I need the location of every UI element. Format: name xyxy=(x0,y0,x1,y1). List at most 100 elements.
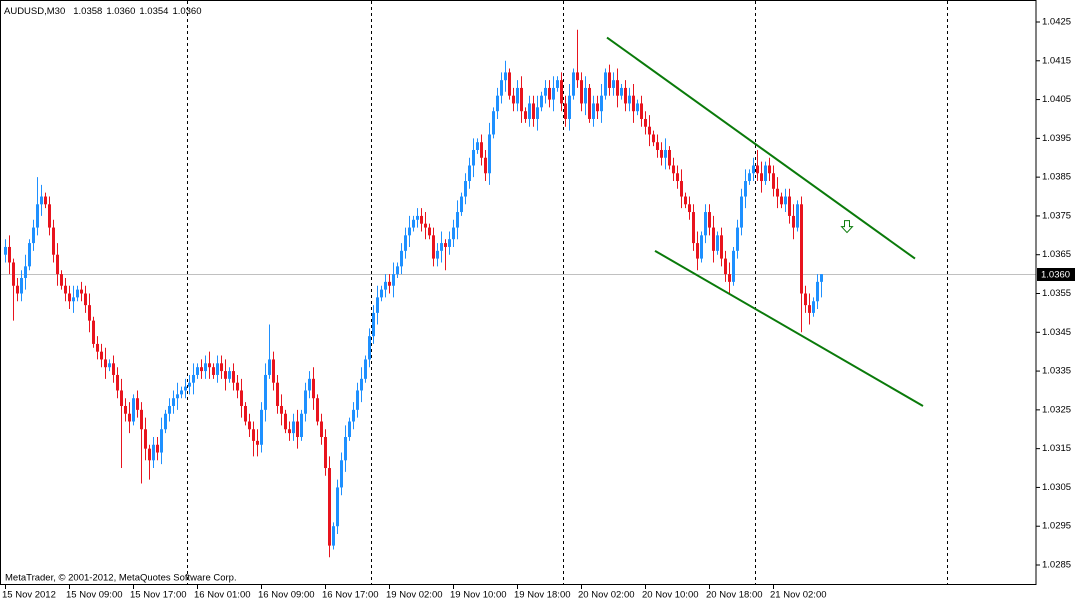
y-tick-label: 1.0395 xyxy=(1042,133,1071,144)
candle-body xyxy=(272,359,275,383)
candle-body xyxy=(604,72,607,96)
candle-body xyxy=(764,165,767,182)
ohlc-label: 1.0360 xyxy=(172,6,201,17)
candle-body xyxy=(540,95,543,108)
candle-body xyxy=(376,297,379,313)
candle-body xyxy=(80,289,83,294)
candle-body xyxy=(56,254,59,275)
candle-body xyxy=(544,87,547,96)
y-tick-label: 1.0305 xyxy=(1042,482,1071,493)
candle-body xyxy=(108,363,111,368)
candle-body xyxy=(420,215,423,224)
candle-body xyxy=(492,111,495,135)
candle-body xyxy=(144,429,147,449)
candle-body xyxy=(548,87,551,100)
candle-body xyxy=(468,165,471,182)
candle-body xyxy=(192,374,195,383)
y-tick-label: 1.0365 xyxy=(1042,249,1071,260)
y-tick-label: 1.0405 xyxy=(1042,94,1071,105)
candle-body xyxy=(364,359,367,379)
x-tick-label: 16 Nov 17:00 xyxy=(322,590,379,601)
candle-body xyxy=(304,390,307,414)
candle-body xyxy=(92,320,95,344)
candle-body xyxy=(88,305,91,321)
candle-body xyxy=(116,374,119,391)
x-tick-label: 16 Nov 09:00 xyxy=(258,590,315,601)
candle-body xyxy=(652,134,655,143)
candle-body xyxy=(320,421,323,438)
candle-body xyxy=(676,173,679,182)
candle-body xyxy=(36,204,39,228)
candle-body xyxy=(72,297,75,302)
candle-body xyxy=(688,204,691,213)
candle-body xyxy=(528,103,531,119)
ohlc-label: 1.0354 xyxy=(139,6,168,17)
candle-body xyxy=(316,398,319,422)
candle-body xyxy=(404,235,407,251)
candle-body xyxy=(640,103,643,119)
candle-body xyxy=(440,243,443,251)
x-tick-label: 15 Nov 17:00 xyxy=(130,590,187,601)
candle-body xyxy=(156,444,159,453)
candle-body xyxy=(8,246,11,263)
candle-body xyxy=(464,181,467,197)
candle-body xyxy=(780,196,783,205)
candle-body xyxy=(372,312,375,337)
candle-body xyxy=(24,266,27,278)
candle-body xyxy=(596,103,599,112)
candle-body xyxy=(96,343,99,352)
candle-body xyxy=(732,250,735,282)
candle-body xyxy=(312,378,315,399)
candle-body xyxy=(436,250,439,259)
candle-body xyxy=(208,363,211,368)
candle-body xyxy=(716,235,719,251)
candle-body xyxy=(428,227,431,236)
candle-body xyxy=(792,215,795,228)
candle-body xyxy=(232,371,235,383)
candle-body xyxy=(768,165,771,174)
candle-body xyxy=(300,413,303,438)
candle-body xyxy=(724,258,727,275)
candle-body xyxy=(536,107,539,119)
candle-body xyxy=(808,305,811,313)
candle-body xyxy=(368,336,371,360)
candle-body xyxy=(708,212,711,228)
candle-body xyxy=(400,250,403,267)
trend-line xyxy=(654,249,924,407)
candle-body xyxy=(432,235,435,259)
candle-body xyxy=(380,289,383,298)
candle-body xyxy=(180,390,183,395)
y-tick-label: 1.0385 xyxy=(1042,172,1071,183)
candle-body xyxy=(680,181,683,197)
candle-body xyxy=(128,413,131,422)
candle-body xyxy=(396,266,399,275)
candle-body xyxy=(612,80,615,88)
y-tick-label: 1.0355 xyxy=(1042,288,1071,299)
trend-line xyxy=(606,36,916,260)
candle-body xyxy=(772,173,775,189)
candle-body xyxy=(564,103,567,119)
candle-body xyxy=(660,149,663,158)
y-tick-label: 1.0335 xyxy=(1042,366,1071,377)
candle-body xyxy=(352,409,355,422)
candle-body xyxy=(692,212,695,244)
candle-body xyxy=(292,421,295,434)
candle-body xyxy=(672,165,675,174)
candle-body xyxy=(308,378,311,391)
candle-body xyxy=(328,468,331,546)
candle-body xyxy=(740,196,743,228)
candle-body xyxy=(608,72,611,88)
candle-body xyxy=(168,405,171,414)
x-tick-label: 16 Nov 01:00 xyxy=(194,590,251,601)
candle-body xyxy=(736,227,739,251)
arrow-marker xyxy=(840,220,854,234)
candle-body xyxy=(480,142,483,158)
x-tick-label: 19 Nov 18:00 xyxy=(514,590,571,601)
candle-body xyxy=(28,243,31,267)
ohlc-label: 1.0358 xyxy=(73,6,102,17)
candle-body xyxy=(488,134,491,174)
candle-body xyxy=(624,87,627,104)
candle-body xyxy=(84,293,87,306)
y-tick-label: 1.0375 xyxy=(1042,210,1071,221)
